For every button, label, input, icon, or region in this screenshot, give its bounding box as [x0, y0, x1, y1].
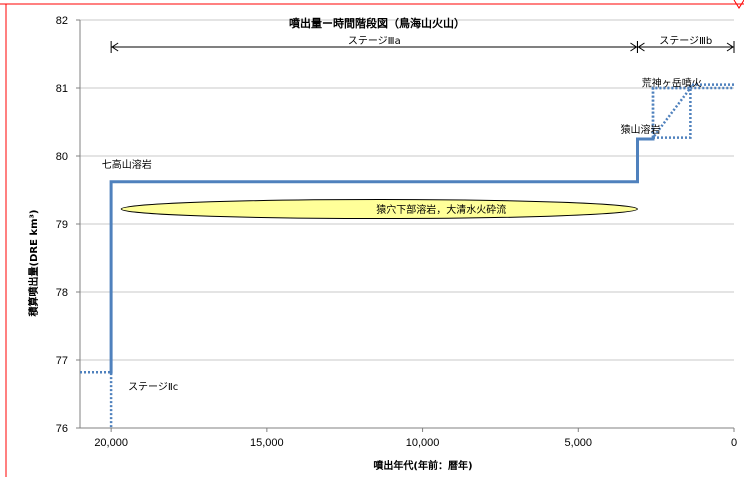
y-tick-label: 81	[56, 83, 68, 95]
y-axis-label: 積算噴出量(DRE km³)	[27, 210, 40, 318]
series-line-solid	[109, 137, 655, 374]
annotation-label: ステージⅡc	[128, 382, 178, 393]
eruption-ellipse	[120, 199, 638, 220]
y-tick-label: 76	[56, 423, 68, 435]
x-tick-label: 0	[731, 437, 737, 449]
stage-label: ステージⅢa	[348, 36, 401, 47]
x-tick-label: 10,000	[406, 437, 440, 449]
series-line-dotted	[651, 83, 734, 138]
annotation-label: 荒神ヶ岳噴火	[642, 77, 702, 90]
stage-arrowhead-right-icon	[630, 42, 638, 52]
y-tick-label: 80	[56, 151, 68, 163]
y-tick-label: 79	[56, 219, 68, 231]
x-tick-label: 15,000	[250, 437, 284, 449]
stage-arrowhead-right-icon	[726, 42, 734, 52]
annotation-label: 七高山溶岩	[102, 158, 152, 171]
annotation-label: 猿穴下部溶岩，大清水火砕流	[376, 203, 506, 216]
stage-arrowhead-left-icon	[637, 42, 645, 52]
annotation-label: 猿山溶岩	[621, 123, 661, 136]
x-tick-labels: 20,000 15,000 10,000 5,000 0	[94, 428, 737, 449]
y-tick-label: 82	[56, 15, 68, 27]
stage-label: ステージⅢb	[659, 36, 712, 47]
y-tick-labels: 76 77 78 79 80 81 82	[56, 15, 80, 435]
series-line-dotted	[651, 86, 734, 142]
series-line-dotted	[80, 370, 113, 428]
stage-arrowhead-left-icon	[111, 42, 119, 52]
stage-brackets: ステージⅢa ステージⅢb	[110, 36, 735, 53]
grid	[80, 19, 734, 429]
chart-title: 噴出量ー時間階段図（鳥海山火山）	[289, 16, 465, 30]
ellipse-layer	[120, 199, 638, 220]
y-tick-label: 78	[56, 287, 68, 299]
frame-corner-arrow-icon	[733, 0, 744, 9]
y-tick-label: 77	[56, 355, 68, 367]
x-tick-label: 5,000	[565, 437, 593, 449]
x-axis-label: 噴出年代(年前：暦年)	[373, 459, 472, 472]
series-lines	[80, 83, 734, 428]
x-tick-label: 20,000	[94, 437, 128, 449]
